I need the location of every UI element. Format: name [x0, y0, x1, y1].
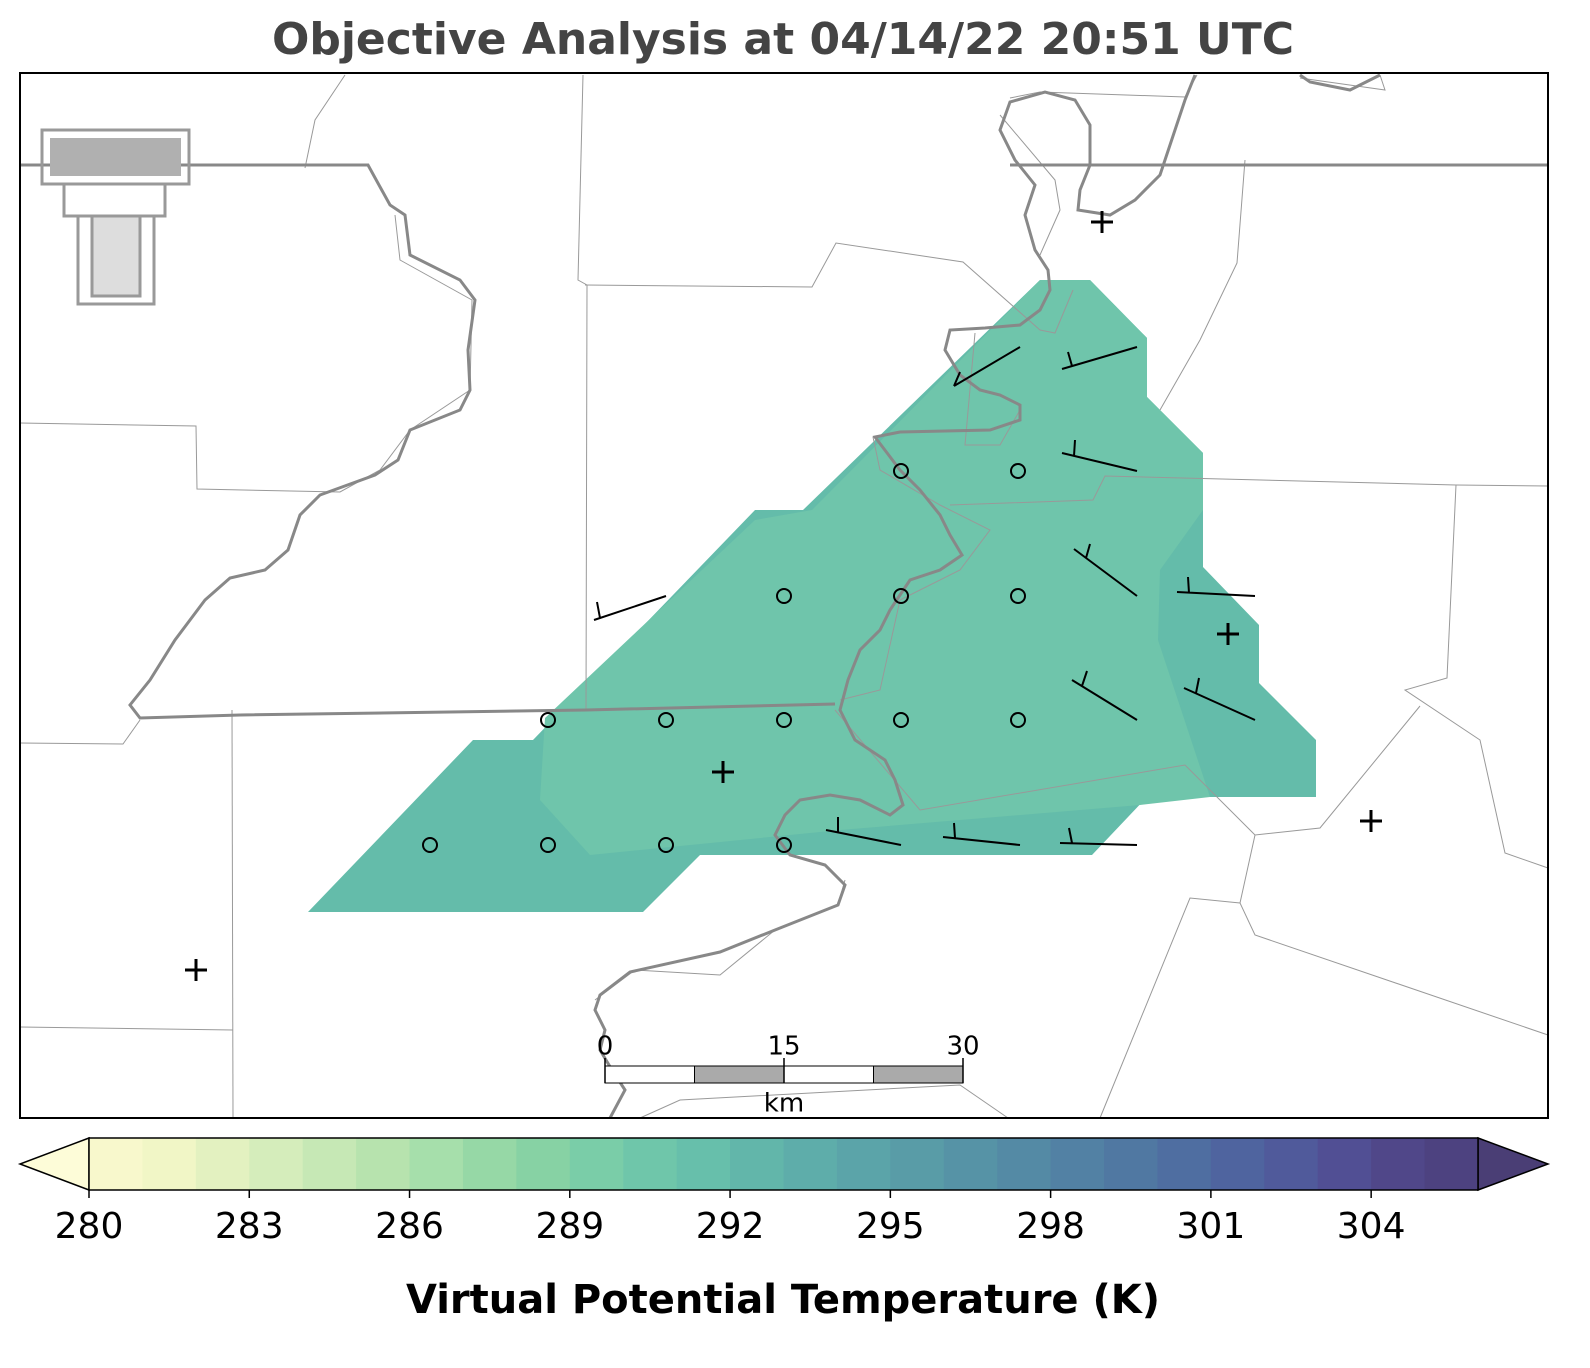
county-lines [19, 74, 1549, 1119]
colorbar-segment [890, 1138, 945, 1190]
map [19, 72, 1549, 1119]
colorbar-segment [1157, 1138, 1212, 1190]
colorbar-segment [195, 1138, 250, 1190]
colorbar-extend-high [1477, 1136, 1551, 1192]
map-frame [19, 72, 1549, 1119]
colorbar-segment [1264, 1138, 1319, 1190]
station [1010, 463, 1026, 479]
station [1010, 712, 1026, 728]
colorbar-tick-label: 295 [856, 1206, 925, 1247]
colorbar-segment [730, 1138, 784, 1190]
scale-segment [694, 1065, 785, 1084]
scale-bar: 0 15 30 km [597, 1032, 980, 1119]
colorbar-tick-label: 280 [55, 1206, 124, 1247]
scale-segment [783, 1065, 874, 1084]
colorbar-segment [356, 1138, 411, 1190]
colorbar-extend-low [17, 1136, 90, 1192]
station [422, 837, 438, 853]
state-lines [20, 73, 1548, 1119]
plus-markers [185, 211, 1382, 981]
colorbar-segment [516, 1138, 571, 1190]
colorbar-tick-label: 298 [1016, 1206, 1085, 1247]
colorbar-segment [783, 1138, 838, 1190]
colorbar-segment [569, 1138, 624, 1190]
colorbar-tick-label: 292 [696, 1206, 765, 1247]
colorbar-frame [88, 1137, 1479, 1191]
colorbar-segment [1104, 1138, 1158, 1190]
colorbar-tick-label: 289 [535, 1206, 604, 1247]
scale-segment [873, 1065, 964, 1084]
station [776, 837, 792, 853]
scale-tick-label: 15 [767, 1032, 800, 1062]
colorbar-segment [89, 1138, 143, 1190]
scale-tick-label: 0 [597, 1032, 614, 1062]
colorbar-tick-label: 304 [1337, 1206, 1406, 1247]
station [540, 837, 556, 853]
colorbar: 280 283 286 289 292 295 298 301 304 [17, 1136, 1551, 1247]
station [658, 837, 674, 853]
colorbar-segment [1424, 1138, 1479, 1190]
colorbar-segment [1050, 1138, 1105, 1190]
station [658, 712, 674, 728]
stations [422, 463, 1026, 853]
station [776, 712, 792, 728]
title: Objective Analysis at 04/14/22 20:51 UTC [272, 14, 1294, 65]
analysis-fill-light [540, 280, 1210, 855]
station [893, 712, 909, 728]
scale-tick-label: 30 [946, 1032, 979, 1062]
colorbar-segment [1371, 1138, 1426, 1190]
colorbar-segment [249, 1138, 304, 1190]
scale-segment [604, 1065, 695, 1084]
colorbar-segment [676, 1138, 731, 1190]
colorbar-segment [409, 1138, 464, 1190]
colorbar-segment [943, 1138, 998, 1190]
colorbar-segment [836, 1138, 891, 1190]
colorbar-segment [623, 1138, 678, 1190]
colorbar-tick-label: 286 [375, 1206, 444, 1247]
colorbar-segment [1317, 1138, 1372, 1190]
colorbar-segment [302, 1138, 357, 1190]
colorbar-segment [142, 1138, 197, 1190]
station [776, 588, 792, 604]
colorbar-segment [462, 1138, 517, 1190]
colorbar-label: Virtual Potential Temperature (K) [406, 1277, 1160, 1323]
colorbar-segment [1210, 1138, 1265, 1190]
station [893, 463, 909, 479]
colorbar-tick-label: 283 [215, 1206, 284, 1247]
colorbar-segment [997, 1138, 1052, 1190]
scale-unit: km [764, 1089, 804, 1119]
colorbar-tick-label: 301 [1177, 1206, 1246, 1247]
station [1010, 588, 1026, 604]
wind-barbs [593, 346, 1256, 846]
station [893, 588, 909, 604]
logo [40, 128, 191, 306]
station [540, 712, 556, 728]
